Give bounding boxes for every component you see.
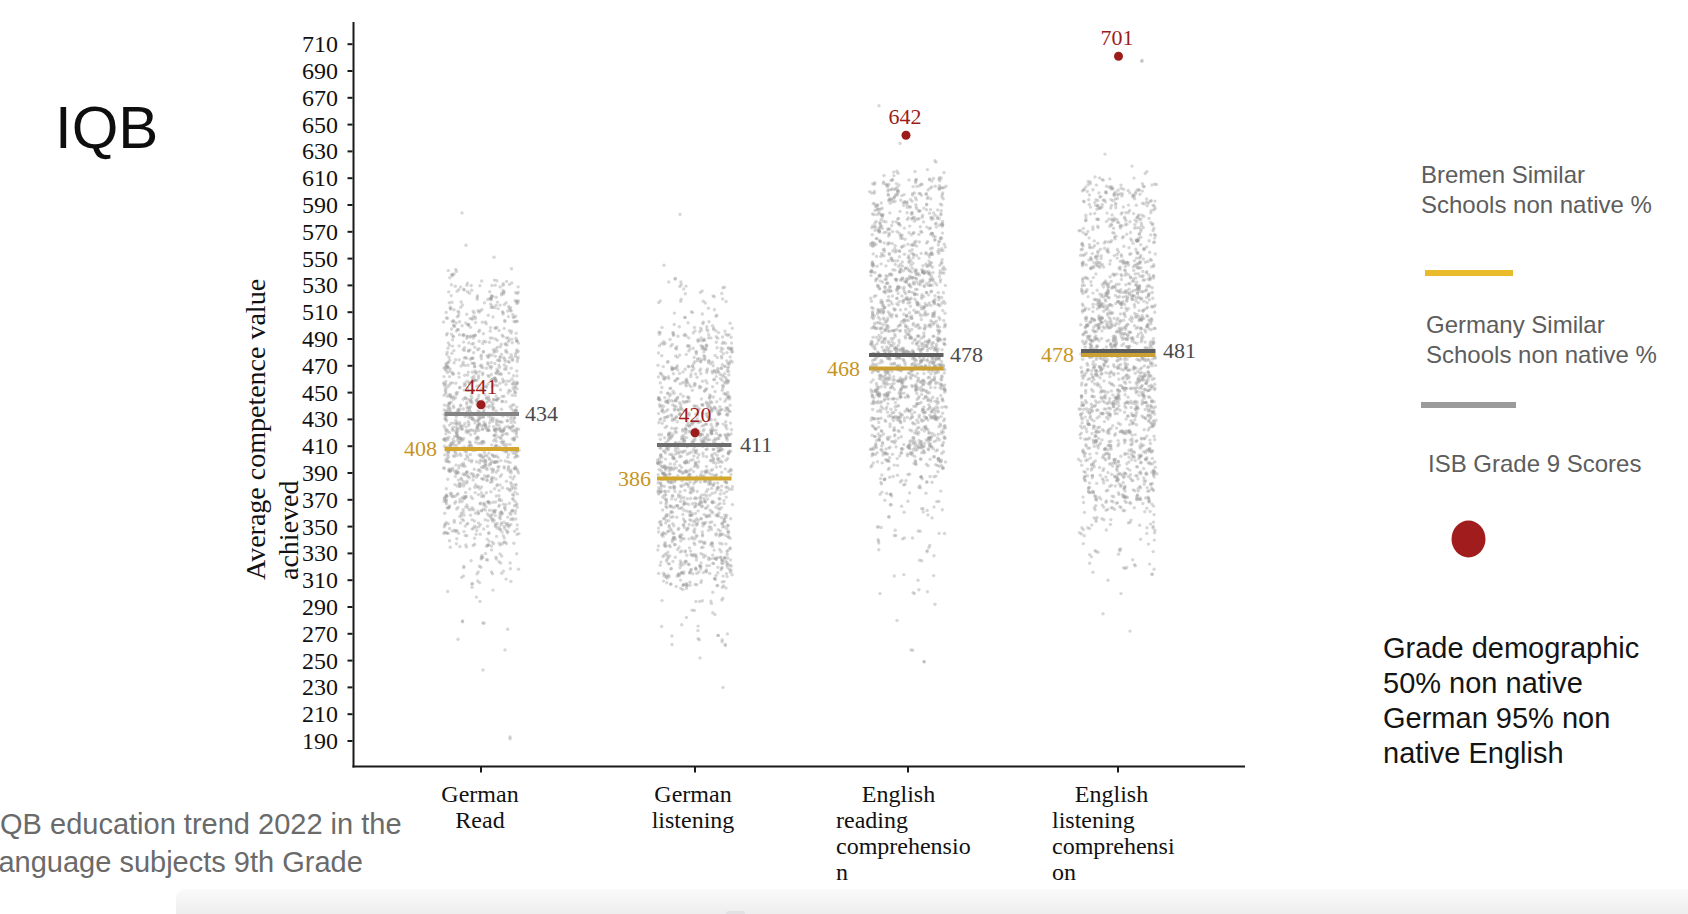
svg-text:listening: listening — [1052, 807, 1135, 833]
svg-text:English: English — [862, 781, 935, 807]
svg-text:Read: Read — [455, 807, 504, 833]
svg-text:German: German — [441, 781, 518, 807]
svg-text:190: 190 — [302, 728, 338, 754]
svg-text:441: 441 — [465, 374, 498, 399]
svg-text:690: 690 — [302, 58, 338, 84]
svg-text:achieved: achieved — [273, 481, 304, 581]
svg-text:410: 410 — [302, 433, 338, 459]
svg-text:710: 710 — [302, 31, 338, 57]
svg-text:310: 310 — [302, 567, 338, 593]
svg-text:570: 570 — [302, 219, 338, 245]
svg-text:370: 370 — [302, 487, 338, 513]
svg-text:701: 701 — [1101, 25, 1134, 50]
svg-text:386: 386 — [618, 466, 651, 491]
svg-text:408: 408 — [404, 436, 437, 461]
svg-text:490: 490 — [302, 326, 338, 352]
svg-text:478: 478 — [1041, 342, 1074, 367]
svg-text:530: 530 — [302, 272, 338, 298]
svg-text:481: 481 — [1163, 338, 1196, 363]
svg-text:on: on — [1052, 859, 1076, 885]
svg-text:270: 270 — [302, 621, 338, 647]
svg-text:listening: listening — [652, 807, 735, 833]
svg-text:Average competence value: Average competence value — [240, 279, 271, 580]
svg-text:450: 450 — [302, 380, 338, 406]
svg-text:290: 290 — [302, 594, 338, 620]
svg-text:590: 590 — [302, 192, 338, 218]
svg-text:n: n — [836, 859, 848, 885]
svg-text:478: 478 — [950, 342, 983, 367]
svg-text:330: 330 — [302, 540, 338, 566]
svg-text:250: 250 — [302, 648, 338, 674]
svg-text:650: 650 — [302, 112, 338, 138]
svg-text:430: 430 — [302, 406, 338, 432]
svg-text:642: 642 — [889, 104, 922, 129]
svg-text:comprehensio: comprehensio — [836, 833, 971, 859]
svg-text:210: 210 — [302, 701, 338, 727]
svg-text:390: 390 — [302, 460, 338, 486]
svg-text:434: 434 — [525, 401, 558, 426]
svg-text:420: 420 — [679, 402, 712, 427]
svg-text:510: 510 — [302, 299, 338, 325]
svg-text:English: English — [1075, 781, 1148, 807]
svg-text:comprehensi: comprehensi — [1052, 833, 1175, 859]
svg-text:468: 468 — [827, 356, 860, 381]
svg-text:630: 630 — [302, 138, 338, 164]
svg-text:670: 670 — [302, 85, 338, 111]
svg-text:411: 411 — [740, 432, 772, 457]
svg-text:230: 230 — [302, 674, 338, 700]
svg-text:550: 550 — [302, 246, 338, 272]
svg-text:reading: reading — [836, 807, 908, 833]
svg-text:610: 610 — [302, 165, 338, 191]
svg-text:German: German — [654, 781, 731, 807]
svg-text:470: 470 — [302, 353, 338, 379]
svg-text:350: 350 — [302, 514, 338, 540]
